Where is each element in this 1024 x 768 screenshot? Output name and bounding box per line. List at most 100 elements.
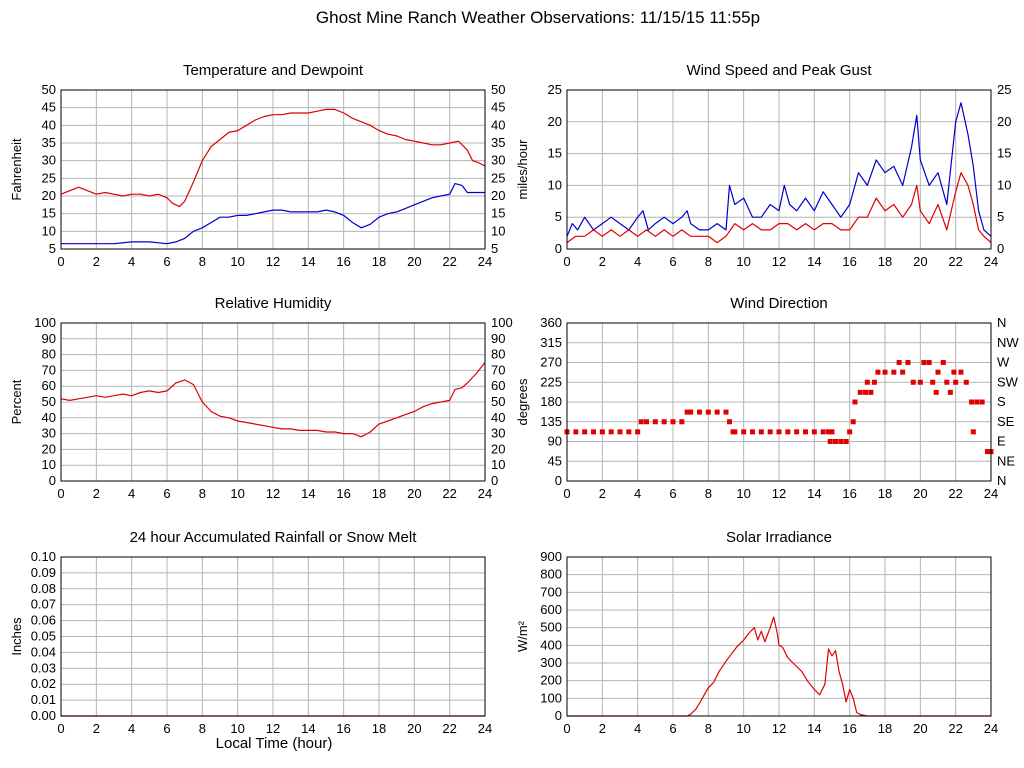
y-tick-label: 800 (540, 567, 562, 582)
y-tick-label: 5 (49, 241, 56, 256)
y-tick-label: 300 (540, 655, 562, 670)
wind-direction-point (794, 429, 800, 435)
x-tick-label: 0 (563, 486, 570, 501)
wind-direction-point (741, 429, 747, 435)
series-line (60, 362, 486, 438)
wind-direction-point (617, 429, 623, 435)
y-tick-label-right: 25 (997, 82, 1011, 97)
x-tick-label: 24 (984, 721, 998, 736)
chart-title: Wind Speed and Peak Gust (686, 62, 872, 79)
y-tick-label-right: 50 (491, 394, 505, 409)
y-tick-label: 0.00 (31, 708, 56, 723)
series-line (566, 102, 992, 237)
wind-direction-point (969, 399, 975, 405)
wind-direction-point (750, 429, 755, 435)
x-tick-label: 0 (57, 254, 64, 269)
y-tick-label: 20 (548, 114, 562, 129)
wind-direction-point (984, 449, 990, 455)
x-tick-label: 6 (669, 254, 676, 269)
x-tick-label: 10 (230, 254, 244, 269)
y-tick-label: 0.08 (31, 581, 56, 596)
wind-direction-point (785, 429, 791, 435)
x-tick-label: 12 (266, 486, 280, 501)
x-tick-label: 20 (407, 254, 421, 269)
x-tick-label: 0 (57, 486, 64, 501)
y-tick-label-right: SE (997, 414, 1015, 429)
wind-direction-point (688, 409, 694, 415)
y-axis-title: Percent (9, 379, 24, 424)
y-tick-label: 360 (540, 315, 562, 330)
wind-direction-point (958, 369, 964, 375)
x-tick-label: 8 (199, 721, 206, 736)
x-tick-label: 24 (478, 486, 492, 501)
wind-direction-point (767, 429, 773, 435)
wind-direction-point (661, 419, 667, 425)
wind-direction-point (803, 429, 808, 435)
wind-direction-point (670, 419, 676, 425)
y-tick-label: 5 (555, 209, 562, 224)
y-tick-label: 0.10 (31, 549, 56, 564)
x-tick-label: 16 (842, 721, 856, 736)
x-tick-label: 20 (913, 486, 927, 501)
x-tick-label: 20 (407, 486, 421, 501)
x-tick-label: 24 (478, 721, 492, 736)
wind-direction-point (758, 429, 764, 435)
y-axis-title: degrees (515, 378, 530, 425)
y-tick-label-right: 5 (997, 209, 1004, 224)
y-tick-label-right: 5 (491, 241, 498, 256)
x-tick-label: 2 (599, 254, 606, 269)
wind-direction-point (591, 429, 596, 435)
x-tick-label: 10 (736, 721, 750, 736)
y-tick-label-right: 45 (491, 100, 505, 115)
wind-direction-point (697, 409, 702, 415)
y-tick-label-right: 15 (491, 206, 505, 221)
x-tick-label: 8 (705, 486, 712, 501)
y-tick-label-right: 40 (491, 117, 505, 132)
y-tick-label: 0 (555, 708, 562, 723)
y-tick-label: 315 (540, 335, 562, 350)
wind-direction-point (947, 389, 953, 395)
wind-direction-point (863, 389, 869, 395)
y-tick-label: 0.06 (31, 613, 56, 628)
wind-direction-point (979, 399, 985, 405)
y-tick-label-right: 10 (491, 457, 505, 472)
x-tick-label: 18 (878, 721, 892, 736)
x-tick-label: 16 (842, 486, 856, 501)
y-tick-label: 90 (548, 434, 562, 449)
y-tick-label-right: NW (997, 335, 1019, 350)
wind-direction-point (723, 409, 729, 415)
plot-frame (60, 89, 486, 250)
y-tick-label: 35 (42, 135, 56, 150)
x-tick-label: 16 (336, 486, 350, 501)
wind-direction-point (811, 429, 817, 435)
x-tick-label: 12 (266, 254, 280, 269)
wind-direction-point (900, 369, 906, 375)
x-axis-caption: Local Time (hour) (215, 735, 333, 752)
wind-direction-point (910, 379, 916, 385)
y-tick-label-right: NE (997, 453, 1015, 468)
wind-direction-point (864, 379, 870, 385)
y-tick-label: 0.07 (31, 597, 56, 612)
wind-direction-point (847, 429, 853, 435)
y-tick-label: 15 (42, 206, 56, 221)
y-axis-title: W/m² (515, 620, 530, 652)
y-tick-label-right: S (997, 394, 1006, 409)
wind-direction-point (732, 429, 738, 435)
x-tick-label: 20 (407, 721, 421, 736)
wind-direction-point (833, 439, 839, 444)
x-tick-label: 16 (842, 254, 856, 269)
wind-direction-point (951, 369, 957, 375)
x-tick-label: 2 (93, 254, 100, 269)
wind-direction-point (891, 369, 897, 375)
plot-frame (60, 322, 486, 482)
y-tick-label: 45 (42, 100, 56, 115)
x-tick-label: 14 (301, 721, 315, 736)
y-tick-label: 50 (42, 82, 56, 97)
wind-direction-point (930, 379, 936, 385)
x-tick-label: 18 (372, 486, 386, 501)
